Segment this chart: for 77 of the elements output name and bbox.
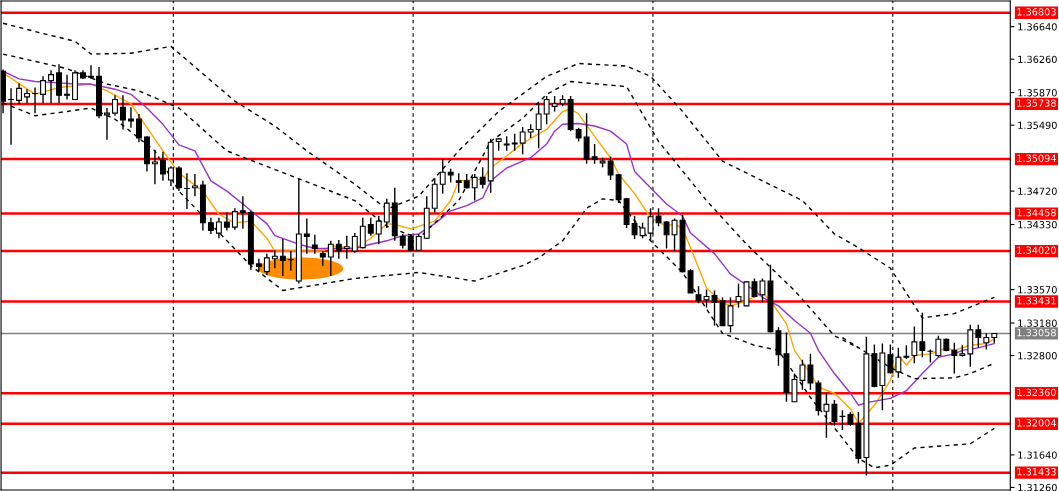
candlestick — [215, 216, 222, 239]
candlestick — [311, 234, 318, 255]
candlestick — [591, 143, 598, 165]
candlestick — [335, 239, 342, 260]
ref-line-label: 1.34020 — [1017, 246, 1056, 254]
candlestick — [351, 232, 358, 254]
candlestick — [343, 234, 350, 260]
candlestick — [359, 216, 366, 250]
candlestick — [375, 215, 382, 245]
candlestick — [88, 64, 94, 80]
ref-line-label: 1.32360 — [1017, 388, 1056, 397]
candlestick — [383, 198, 390, 229]
candlestick — [799, 359, 806, 391]
candlestick — [112, 94, 118, 117]
candlestick — [24, 88, 30, 104]
ref-line-label: 1.34458 — [1017, 209, 1056, 217]
candlestick — [16, 82, 22, 105]
y-tick-label: 1.31640 — [1018, 451, 1057, 459]
candlestick — [40, 75, 46, 104]
ref-line-label: 1.35738 — [1017, 99, 1056, 107]
candlestick — [439, 158, 446, 195]
candlestick — [255, 258, 262, 273]
ref-line-label: 1.33058 — [1017, 328, 1056, 337]
candlestick — [479, 166, 486, 190]
y-tick-label: 1.32800 — [1018, 352, 1057, 360]
candlestick — [967, 324, 974, 368]
candlestick — [327, 240, 334, 277]
y-tick-label: 1.33180 — [1018, 319, 1057, 327]
candlestick — [471, 173, 478, 202]
candlestick — [279, 238, 286, 277]
candlestick — [607, 156, 614, 181]
candlestick — [104, 107, 110, 141]
y-tick-label: 1.31260 — [1018, 483, 1057, 491]
candlestick — [807, 353, 814, 391]
candlestick — [543, 95, 550, 126]
candlestick — [831, 399, 838, 427]
candlestick — [975, 324, 982, 349]
candlestick — [175, 165, 182, 192]
candlestick — [303, 217, 310, 255]
candlestick — [319, 250, 326, 267]
y-tick-label: 1.34330 — [1018, 220, 1057, 229]
candlestick — [191, 173, 198, 197]
ref-line-label: 1.32004 — [1017, 419, 1056, 427]
y-tick-label: 1.34720 — [1018, 187, 1057, 195]
candlestick — [431, 177, 438, 214]
y-tick-label: 1.33570 — [1018, 286, 1057, 294]
ref-line-label: 1.33431 — [1017, 296, 1056, 305]
candlestick — [231, 207, 238, 231]
candlestick — [839, 409, 846, 431]
candlestick — [535, 103, 542, 149]
candlestick — [239, 195, 246, 230]
candlestick — [951, 342, 958, 375]
y-tick-label: 1.35870 — [1018, 89, 1057, 97]
candlestick — [631, 215, 638, 240]
candlestick — [935, 335, 942, 358]
candlestick — [136, 113, 142, 143]
candlestick — [56, 63, 62, 104]
candlestick — [128, 106, 134, 129]
y-tick-label: 1.36260 — [1018, 55, 1057, 64]
y-tick-label: 1.35490 — [1018, 121, 1057, 129]
ref-line-label: 1.36803 — [1017, 8, 1056, 16]
ref-line-label: 1.35094 — [1017, 154, 1056, 162]
candlestick — [823, 391, 830, 439]
candlestick — [455, 172, 462, 194]
candlestick — [263, 252, 270, 276]
candlestick — [64, 73, 70, 101]
candlestick — [287, 250, 294, 272]
candlestick — [583, 112, 590, 165]
candlestick — [183, 172, 190, 210]
candlestick — [159, 151, 166, 182]
candlestick — [151, 149, 158, 185]
candlestick — [48, 69, 54, 104]
ref-line-label: 1.31433 — [1017, 468, 1056, 476]
y-tick-label: 1.36640 — [1018, 23, 1057, 31]
candlestick — [911, 325, 918, 364]
candlestick — [32, 86, 38, 114]
candlestick — [519, 126, 526, 155]
